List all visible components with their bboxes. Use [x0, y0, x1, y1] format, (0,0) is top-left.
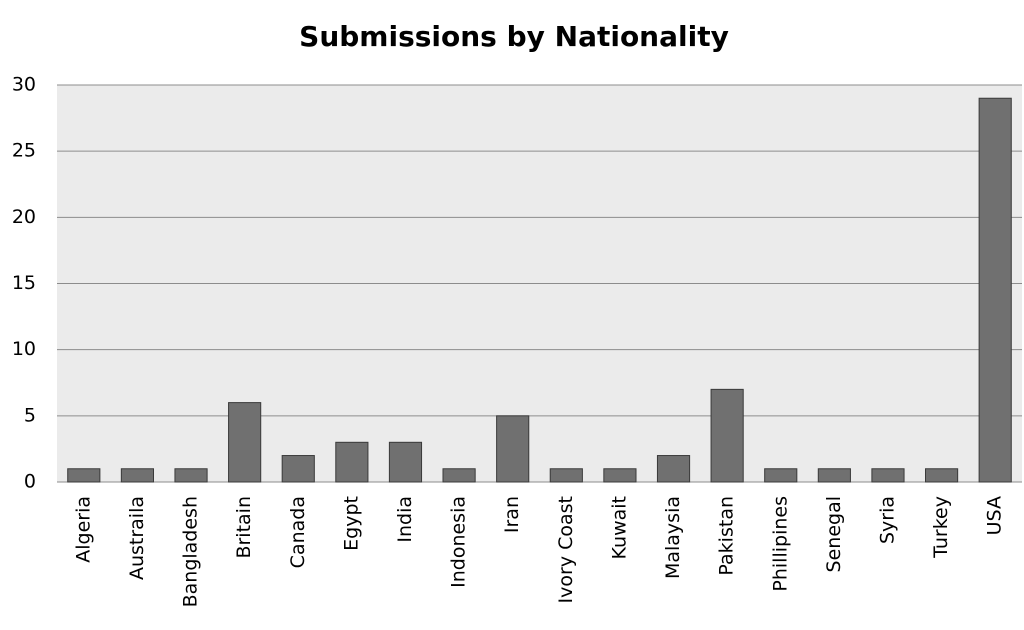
bar — [978, 97, 1012, 483]
x-tick-label: USA — [984, 496, 1006, 535]
x-tick-label: Senegal — [823, 496, 845, 572]
bar — [656, 455, 691, 483]
x-tick-label: Canada — [287, 496, 309, 568]
bar — [496, 415, 530, 483]
bar — [281, 455, 315, 483]
bar — [120, 468, 155, 483]
bar — [549, 468, 583, 483]
x-tick-label: Turkey — [930, 496, 952, 559]
chart-title: Submissions by Nationality — [299, 20, 729, 53]
x-tick-label: Syria — [876, 496, 898, 544]
x-tick-label: Ivory Coast — [555, 496, 577, 603]
bar — [710, 388, 744, 483]
y-tick-label: 5 — [24, 404, 36, 426]
x-tick-label: India — [394, 496, 416, 543]
x-tick-label: Phillipines — [769, 496, 791, 592]
bar — [335, 441, 369, 483]
x-tick-label: Pakistan — [716, 496, 738, 576]
bar — [388, 441, 423, 483]
y-tick-label: 0 — [24, 471, 36, 493]
y-tick-label: 10 — [12, 338, 36, 360]
x-tick-label: Egypt — [340, 496, 362, 551]
bar — [174, 468, 208, 483]
bar — [67, 468, 101, 483]
bar — [817, 468, 851, 483]
bar — [442, 468, 476, 483]
y-tick-label: 30 — [12, 74, 36, 96]
x-tick-label: Indonesia — [448, 496, 470, 588]
x-tick-label: Algeria — [72, 496, 94, 563]
bar — [228, 402, 262, 483]
x-tick-label: Austraila — [126, 496, 148, 580]
x-tick-label: Bangladesh — [180, 496, 202, 607]
bar — [603, 468, 637, 483]
x-tick-label: Malaysia — [662, 496, 684, 579]
bar — [871, 468, 905, 483]
y-tick-label: 20 — [12, 206, 36, 228]
x-tick-label: Iran — [501, 496, 523, 533]
y-tick-label: 15 — [12, 272, 36, 294]
y-tick-label: 25 — [12, 140, 36, 162]
bar — [764, 468, 798, 483]
x-tick-label: Britain — [233, 496, 255, 559]
bar — [925, 468, 959, 483]
x-tick-label: Kuwait — [608, 496, 630, 559]
